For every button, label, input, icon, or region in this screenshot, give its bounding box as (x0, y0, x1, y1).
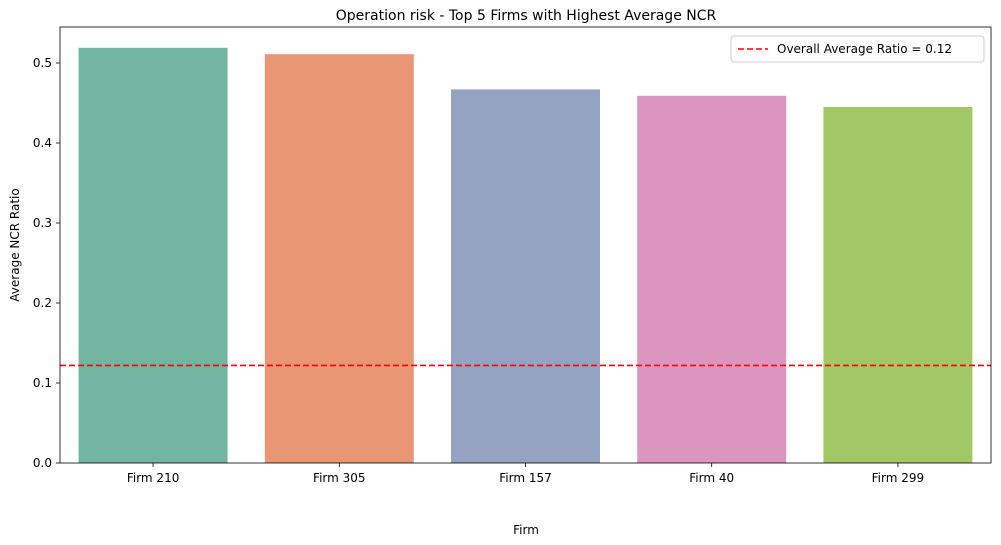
x-tick-label: Firm 40 (689, 471, 734, 485)
bars-group (78, 47, 973, 464)
y-axis-ticks: 0.0 0.1 0.2 0.3 0.4 0.5 (33, 56, 60, 470)
y-axis-label: Average NCR Ratio (8, 188, 22, 301)
bar-firm-210 (78, 47, 228, 464)
x-tick-label: Firm 210 (127, 471, 180, 485)
bar-firm-305 (264, 54, 414, 463)
bar-firm-40 (637, 95, 787, 464)
x-tick-label: Firm 157 (499, 471, 552, 485)
x-axis-label: Firm (513, 523, 539, 537)
y-tick-label: 0.2 (33, 296, 52, 310)
chart-title: Operation risk - Top 5 Firms with Highes… (336, 8, 717, 24)
bar-firm-299 (823, 107, 973, 463)
legend-label: Overall Average Ratio = 0.12 (777, 42, 952, 56)
x-axis-ticks: Firm 210 Firm 305 Firm 157 Firm 40 Firm 299 (127, 463, 924, 485)
x-tick-label: Firm 299 (872, 471, 925, 485)
legend: Overall Average Ratio = 0.12 (730, 35, 985, 63)
y-tick-label: 0.5 (33, 56, 52, 70)
x-tick-label: Firm 305 (313, 471, 366, 485)
legend-box (730, 35, 985, 63)
bar-firm-157 (451, 89, 600, 464)
y-tick-label: 0.3 (33, 216, 52, 230)
y-tick-label: 0.4 (33, 136, 52, 150)
y-tick-label: 0.0 (33, 456, 52, 470)
y-tick-label: 0.1 (33, 376, 52, 390)
